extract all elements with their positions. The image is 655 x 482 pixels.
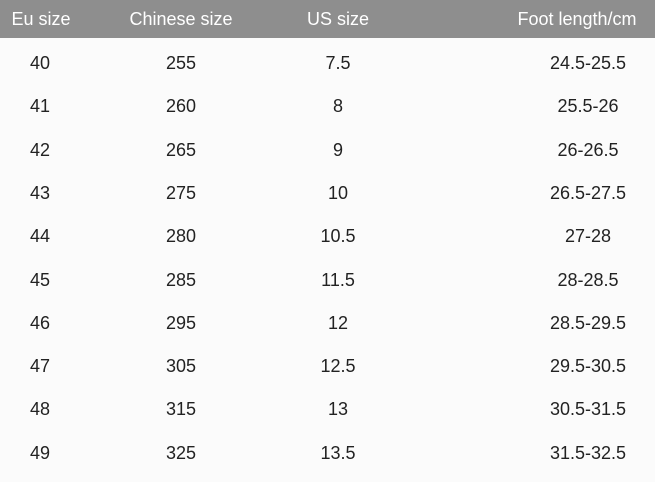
table-row: 42 265 9 26-26.5	[0, 128, 655, 171]
table-cell: 44	[29, 226, 51, 247]
table-cell: 41	[29, 96, 51, 117]
table-cell: 315	[165, 399, 197, 420]
table-cell: 28-28.5	[557, 269, 619, 290]
table-cell: 46	[29, 312, 51, 333]
header-foot-length: Foot length/cm	[517, 9, 637, 29]
table-cell: 26.5-27.5	[549, 182, 627, 203]
table-cell: 24.5-25.5	[549, 53, 627, 73]
table-cell: 40	[29, 53, 51, 73]
table-cell: 13	[327, 399, 349, 420]
header-us-size: US size	[306, 9, 370, 29]
table-cell: 275	[165, 182, 197, 203]
table-cell: 25.5-26	[557, 96, 619, 117]
table-row: 48 315 13 30.5-31.5	[0, 387, 655, 430]
table-cell: 285	[165, 269, 197, 290]
table-cell: 9	[332, 139, 344, 160]
table-cell: 31.5-32.5	[549, 442, 627, 463]
table-cell: 30.5-31.5	[549, 399, 627, 420]
table-cell: 12	[327, 312, 349, 333]
table-cell: 305	[165, 356, 197, 377]
table-cell: 295	[165, 312, 197, 333]
table-row: 44 280 10.5 27-28	[0, 214, 655, 257]
table-cell: 12.5	[320, 356, 356, 377]
table-cell: 265	[165, 139, 197, 160]
table-cell: 43	[29, 182, 51, 203]
table-cell: 28.5-29.5	[549, 312, 627, 333]
table-cell: 10	[327, 182, 349, 203]
table-cell: 260	[165, 96, 197, 117]
table-row: 47 305 12.5 29.5-30.5	[0, 344, 655, 387]
table-cell: 13.5	[320, 442, 356, 463]
table-cell: 29.5-30.5	[549, 356, 627, 377]
table-cell: 45	[29, 269, 51, 290]
table-row: 46 295 12 28.5-29.5	[0, 301, 655, 344]
header-chinese-size: Chinese size	[129, 9, 233, 29]
table-cell: 8	[332, 96, 344, 117]
table-row: 41 260 8 25.5-26	[0, 84, 655, 127]
header-eu-size: Eu size	[11, 9, 71, 29]
table-row: 45 285 11.5 28-28.5	[0, 258, 655, 301]
table-cell: 255	[165, 53, 197, 73]
table-cell: 48	[29, 399, 51, 420]
table-cell: 26-26.5	[557, 139, 619, 160]
table-cell: 47	[29, 356, 51, 377]
table-cell: 7.5	[325, 53, 351, 73]
table-cell: 280	[165, 226, 197, 247]
table-cell: 27-28	[564, 226, 612, 247]
table-row: 40 255 7.5 24.5-25.5	[0, 41, 655, 84]
table-row: 43 275 10 26.5-27.5	[0, 171, 655, 214]
table-cell: 49	[29, 442, 51, 463]
table-cell: 11.5	[321, 269, 355, 290]
table-cell: 42	[29, 139, 51, 160]
table-row: 49 325 13.5 31.5-32.5	[0, 431, 655, 474]
table-cell: 325	[165, 442, 197, 463]
table-header: Eu size Chinese size US size Foot length…	[0, 0, 655, 38]
table-cell: 10.5	[320, 226, 356, 247]
